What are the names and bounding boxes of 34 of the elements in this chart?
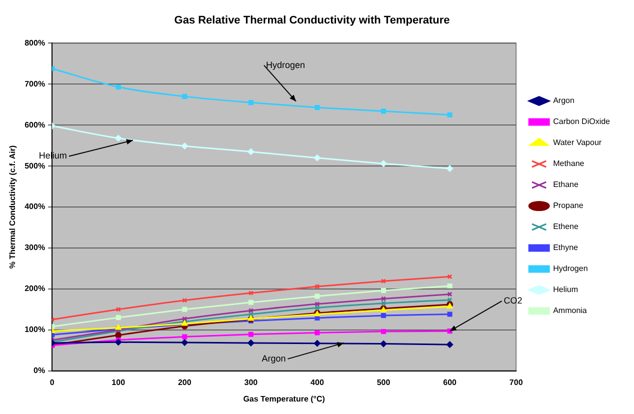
legend-label: Carbon DiOxide	[553, 117, 611, 126]
x-axis-title: Gas Temperature (°C)	[243, 394, 326, 404]
y-axis-title: % Thermal Conductivity (c.f. Air)	[8, 145, 18, 269]
legend-label: Propane	[553, 201, 584, 210]
legend-label: Ethyne	[553, 243, 579, 252]
y-tick-label: 700%	[24, 79, 46, 88]
x-tick-label: 200	[178, 378, 192, 387]
annotation: Argon	[262, 353, 286, 364]
y-tick-label: 100%	[24, 325, 46, 334]
legend-label: Ethane	[553, 180, 579, 190]
x-tick-label: 100	[112, 378, 126, 387]
y-tick-label: 300%	[24, 243, 46, 252]
y-tick-label: 200%	[24, 284, 46, 294]
legend-label: Ammonia	[553, 306, 588, 316]
x-tick-label: 500	[376, 378, 391, 387]
x-tick-label: 300	[244, 378, 258, 387]
legend-label: Argon	[553, 96, 574, 106]
annotation: Hydrogen	[266, 60, 306, 70]
x-tick-label: 0	[50, 378, 55, 387]
annotation: CO2	[504, 296, 522, 306]
y-tick-label: 0%	[34, 366, 46, 376]
chart-title: Gas Relative Thermal Conductivity with Temperature	[174, 14, 450, 27]
legend-label: Hydrogen	[553, 264, 588, 274]
y-tick-label: 400%	[24, 202, 46, 212]
legend-label: Ethene	[553, 222, 579, 232]
x-tick-label: 600	[443, 378, 458, 387]
legend-label: Water Vapour	[553, 138, 602, 148]
x-tick-label: 700	[509, 378, 524, 387]
legend-label: Helium	[553, 285, 578, 294]
y-tick-label: 800%	[24, 38, 46, 48]
y-tick-label: 600%	[24, 120, 46, 130]
y-tick-label: 500%	[24, 161, 46, 170]
legend-label: Methane	[553, 159, 585, 168]
x-tick-label: 400	[310, 378, 324, 387]
